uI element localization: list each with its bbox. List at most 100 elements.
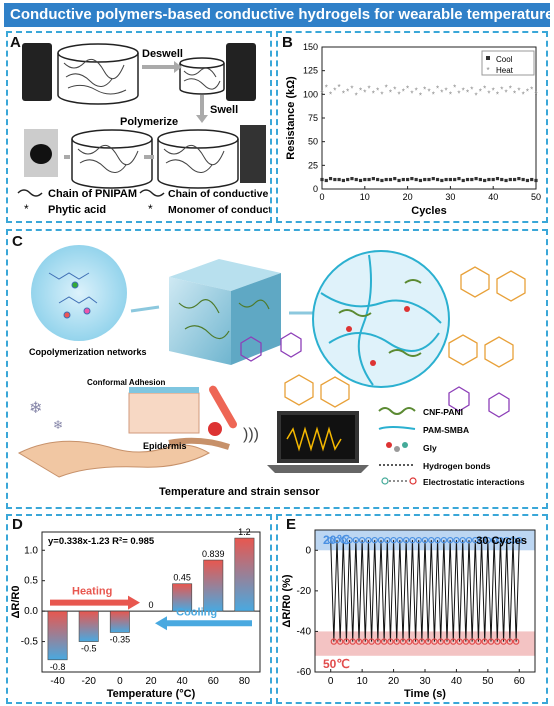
- cool-point: [371, 176, 375, 181]
- x-tick-label: -40: [50, 676, 65, 687]
- arrow-to-bubble: [130, 305, 160, 313]
- heat-point: *: [342, 89, 345, 98]
- y-tick-label: 1.0: [24, 545, 38, 556]
- legend-pnipam: Chain of PNIPAM: [48, 188, 137, 200]
- cool-point: [508, 177, 512, 182]
- y-tick-label: 75: [308, 113, 318, 123]
- cool-point: [525, 178, 530, 183]
- peak-point: [465, 536, 473, 544]
- cool-point: [470, 177, 474, 182]
- hydrogel-cube: [169, 259, 281, 365]
- x-axis-label: Cycles: [411, 205, 446, 217]
- cool-point: [346, 177, 350, 182]
- legend-hbond: Hydrogen bonds: [423, 461, 491, 471]
- figure-title: Conductive polymers-based conductive hyd…: [4, 3, 550, 27]
- cool-point: [401, 177, 405, 182]
- heat-point: *: [397, 90, 400, 99]
- peak-point: [384, 536, 391, 544]
- legend-label-cool: Cool: [496, 55, 513, 64]
- hydrogel-cylinder-3: [71, 129, 153, 189]
- heat-point: *: [393, 86, 396, 95]
- heat-point: *: [500, 86, 503, 95]
- cellulose-molecule-left: [284, 374, 350, 408]
- heat-point: *: [436, 85, 439, 94]
- peak-point: [503, 536, 510, 544]
- heat-point: *: [466, 88, 469, 97]
- panel-a-schematic: Deswell Swell Polymerize Chain of PNIPAM…: [17, 43, 270, 216]
- heat-point: *: [449, 90, 452, 99]
- x-tick-label: 60: [514, 676, 526, 687]
- trough-point: [393, 638, 400, 645]
- trough-point: [418, 638, 426, 645]
- cool-point: [406, 177, 410, 182]
- y-tick-label: 50: [308, 137, 318, 147]
- cool-point: [350, 176, 354, 181]
- trough-point: [424, 638, 432, 645]
- trough-point: [512, 638, 520, 645]
- y-tick-label: 150: [303, 42, 318, 52]
- cool-point: [367, 177, 371, 182]
- peak-point: [453, 536, 460, 544]
- epidermis-label: Epidermis: [143, 441, 187, 451]
- pani-chains: [338, 279, 422, 357]
- bar: [47, 610, 68, 661]
- bar-value-label: 0.839: [202, 549, 225, 559]
- cool-point: [534, 178, 538, 183]
- cool-point: [376, 177, 380, 182]
- bar-value-label: 0: [148, 600, 153, 610]
- heat-point: *: [475, 91, 478, 100]
- heat-point: *: [376, 87, 379, 96]
- cool-point: [410, 176, 414, 181]
- cool-point: [461, 178, 465, 183]
- x-tick-label: 20: [388, 676, 400, 687]
- bar-value-label: -0.8: [50, 662, 66, 672]
- cycles-label: 30 Cycles: [476, 535, 527, 547]
- x-tick-label: 60: [208, 676, 220, 687]
- y-tick-label: 0.5: [24, 576, 38, 587]
- peak-point: [472, 536, 479, 544]
- panel-label-e: E: [286, 516, 297, 533]
- heat-point: *: [350, 85, 353, 94]
- heat-point: *: [346, 87, 349, 96]
- peak-point: [409, 536, 416, 544]
- dark-hydrogel-blob: [30, 144, 52, 164]
- trough-point: [355, 638, 363, 645]
- panel-e: [276, 514, 548, 704]
- trough-point: [374, 638, 382, 645]
- cool-point: [328, 176, 333, 181]
- legend-pam-smba: PAM-SMBA: [423, 425, 469, 435]
- cool-point: [478, 177, 482, 182]
- heat-point: *: [423, 86, 426, 95]
- peak-point: [516, 536, 523, 544]
- y-axis-label: Resistance (kΩ): [285, 76, 297, 160]
- heating-label: Heating: [72, 586, 112, 598]
- signal-waves-icon: ))): [243, 426, 259, 443]
- cool-point: [457, 176, 461, 181]
- trough-point: [481, 638, 488, 645]
- y-tick-label: 25: [308, 160, 318, 170]
- heat-point: *: [530, 86, 533, 95]
- peak-point: [459, 536, 466, 544]
- peak-point: [352, 536, 360, 544]
- cool-point: [513, 177, 517, 182]
- peak-point: [478, 536, 485, 544]
- cool-point: [431, 176, 435, 181]
- peak-point: [377, 536, 385, 544]
- heat-point: *: [517, 87, 520, 96]
- resistance-cycles-chart: 0 25 50 75 100 125 150 0 10 20 30 40 50 Cycles Resista…: [285, 42, 541, 217]
- cool-point: [491, 177, 495, 182]
- y-tick-label: 0.0: [24, 606, 38, 617]
- y-tick-label: -0.5: [21, 637, 39, 648]
- peak-point: [327, 536, 334, 544]
- cool-point: [517, 176, 521, 181]
- legend-cnf-pani: CNF-PANI: [423, 407, 463, 417]
- y-tick-label: 100: [303, 89, 318, 99]
- heat-point: *: [479, 87, 482, 96]
- cool-point: [333, 177, 337, 182]
- cool-point: [397, 178, 401, 183]
- peak-point: [490, 536, 498, 544]
- cool-point: [341, 178, 345, 183]
- x-tick-label: 20: [403, 192, 413, 202]
- high-temp-label: 20℃: [323, 533, 350, 547]
- x-tick-label: 10: [357, 676, 369, 687]
